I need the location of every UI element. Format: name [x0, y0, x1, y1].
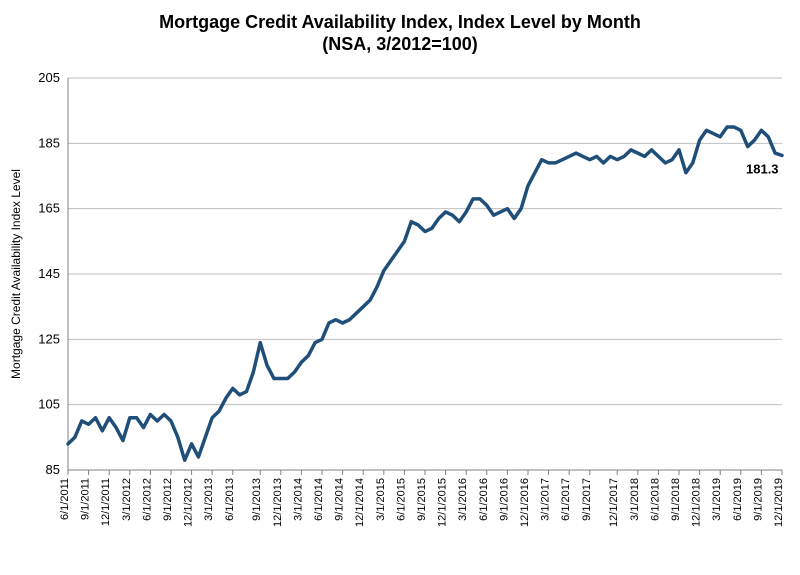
svg-text:6/1/2013: 6/1/2013	[224, 478, 236, 521]
svg-text:105: 105	[38, 397, 60, 412]
svg-text:3/1/2016: 3/1/2016	[457, 478, 469, 521]
y-axis-label: Mortgage Credit Availability Index Level	[9, 169, 23, 379]
svg-text:6/1/2017: 6/1/2017	[560, 478, 572, 521]
svg-text:9/1/2019: 9/1/2019	[752, 478, 764, 521]
svg-text:9/1/2011: 9/1/2011	[80, 478, 92, 520]
svg-text:185: 185	[38, 135, 60, 150]
svg-text:9/1/2016: 9/1/2016	[498, 478, 510, 521]
svg-text:3/1/2014: 3/1/2014	[292, 478, 304, 521]
svg-text:12/1/2017: 12/1/2017	[608, 478, 620, 527]
svg-text:165: 165	[38, 201, 60, 216]
svg-text:205: 205	[38, 70, 60, 85]
svg-text:3/1/2017: 3/1/2017	[540, 478, 552, 521]
svg-text:12/1/2011: 12/1/2011	[100, 478, 112, 526]
svg-text:12/1/2019: 12/1/2019	[773, 478, 785, 527]
svg-text:6/1/2014: 6/1/2014	[313, 478, 325, 521]
chart-title-line2: (NSA, 3/2012=100)	[322, 34, 478, 54]
svg-text:9/1/2018: 9/1/2018	[670, 478, 682, 521]
svg-text:12/1/2016: 12/1/2016	[519, 478, 531, 527]
end-value-label: 181.3	[746, 161, 779, 176]
chart-title-line1: Mortgage Credit Availability Index, Inde…	[159, 12, 641, 32]
svg-text:12/1/2015: 12/1/2015	[437, 478, 449, 527]
line-chart: 85 105 125 145 165 185 205 6/1/2011 9/1/2011 12/1…	[0, 0, 800, 575]
svg-text:3/1/2015: 3/1/2015	[375, 478, 387, 521]
svg-text:6/1/2016: 6/1/2016	[478, 478, 490, 521]
svg-text:6/1/2011: 6/1/2011	[59, 478, 71, 520]
svg-text:12/1/2012: 12/1/2012	[183, 478, 195, 527]
svg-text:3/1/2012: 3/1/2012	[121, 478, 133, 521]
svg-text:9/1/2013: 9/1/2013	[251, 478, 263, 521]
svg-text:3/1/2018: 3/1/2018	[629, 478, 641, 521]
svg-text:9/1/2014: 9/1/2014	[334, 478, 346, 521]
svg-text:6/1/2019: 6/1/2019	[732, 478, 744, 521]
svg-text:12/1/2018: 12/1/2018	[691, 478, 703, 527]
svg-text:6/1/2012: 6/1/2012	[141, 478, 153, 521]
svg-text:145: 145	[38, 266, 60, 281]
svg-text:6/1/2018: 6/1/2018	[649, 478, 661, 521]
svg-text:12/1/2013: 12/1/2013	[272, 478, 284, 527]
svg-text:125: 125	[38, 331, 60, 346]
svg-text:9/1/2012: 9/1/2012	[162, 478, 174, 521]
svg-text:9/1/2015: 9/1/2015	[416, 478, 428, 521]
svg-text:85: 85	[46, 462, 60, 477]
svg-text:9/1/2017: 9/1/2017	[581, 478, 593, 521]
svg-text:12/1/2014: 12/1/2014	[354, 478, 366, 527]
chart-container: 85 105 125 145 165 185 205 6/1/2011 9/1/2011 12/1…	[0, 0, 800, 575]
svg-text:6/1/2015: 6/1/2015	[395, 478, 407, 521]
svg-text:3/1/2019: 3/1/2019	[711, 478, 723, 521]
svg-text:3/1/2013: 3/1/2013	[203, 478, 215, 521]
